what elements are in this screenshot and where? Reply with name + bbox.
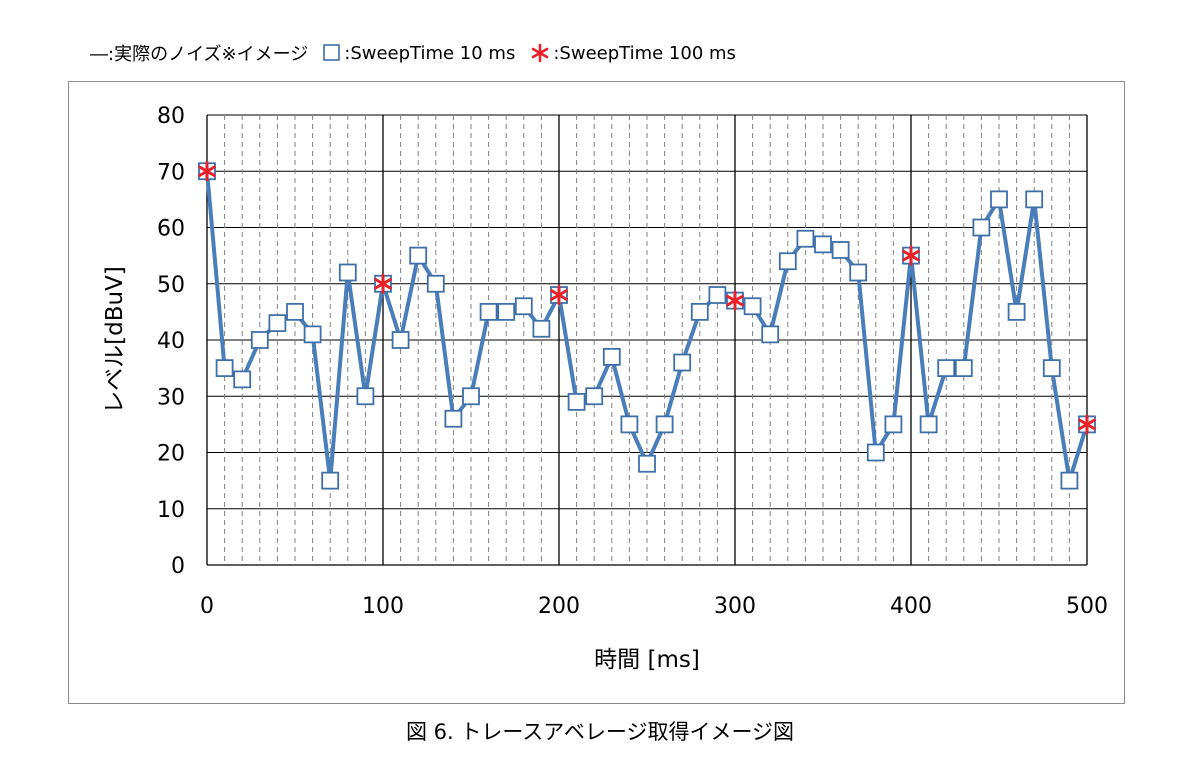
y-tick-label: 20 [157,442,185,467]
sweep10-marker [356,387,375,406]
sweep10-marker [620,415,639,434]
y-axis-title: レベル[dBuV] [102,266,128,414]
sweep10-marker [655,415,674,434]
sweep10-marker [303,325,322,344]
x-axis-title: 時間 [ms] [594,647,700,673]
sweep10-marker [673,353,692,372]
sweep10-marker [602,347,621,366]
sweep10-marker [954,359,973,378]
sweep100-marker [1078,414,1096,435]
chart-frame [68,81,1125,704]
y-tick-label: 40 [157,329,185,354]
sweep10-marker [708,286,727,304]
axis-labels: 0 10 20 30 40 50 60 70 80 0 100 200 300 400 500 時間 [ms]… [102,104,1108,673]
asterisk-marker-icon [532,43,549,63]
y-tick-label: 70 [157,160,185,185]
sweep10-marker [690,302,709,321]
x-tick-label: 500 [1066,594,1108,619]
sweep10-marker [937,359,956,378]
y-tick-label: 80 [157,104,185,129]
sweep10-marker [814,235,832,254]
x-tick-label: 300 [714,594,756,619]
sweep10-marker [215,359,234,378]
sweep10-marker [585,387,604,406]
sweep10-marker [972,218,991,237]
y-tick-label: 30 [157,385,185,410]
x-tick-label: 0 [200,594,214,619]
sweep10-marker [796,229,815,248]
sweep10-marker [426,274,445,293]
legend-label-sweep100: :SweepTime 100 ms [553,42,736,64]
sweep10-marker [638,454,656,473]
sweep10-marker [391,331,410,349]
sweep10-marker [778,252,797,271]
sweep10-marker [286,302,304,321]
y-tick-label: 50 [157,273,185,298]
sweep100-marker [198,161,216,182]
sweep10-marker [462,387,480,406]
sweep10-marker [1060,471,1079,490]
grid [207,114,1088,565]
sweep100-marker [726,290,744,311]
sweep10-marker [514,297,533,316]
sweep10-marker [743,297,762,316]
sweep10-marker [321,471,340,490]
sweep10-marker [919,415,938,434]
legend-label-sweep10: :SweepTime 10 ms [344,42,516,64]
x-tick-label: 200 [538,594,580,619]
sweep10-marker [761,325,780,344]
sweep10-marker [250,331,269,349]
sweep10-marker [1007,302,1026,321]
sweep10-marker [567,392,586,411]
y-tick-label: 10 [157,498,185,523]
x-tick-label: 400 [890,594,932,619]
sweep100-marker [550,285,568,305]
legend-item-noise: ―:実際のノイズ※イメージ [88,40,308,66]
series [198,161,1096,490]
sweep10-marker [990,190,1008,209]
legend: ―:実際のノイズ※イメージ :SweepTime 10 ms :SweepTim… [88,38,750,68]
sweep10-marker [831,241,850,259]
sweep10-marker [409,246,428,265]
legend-item-sweep10: :SweepTime 10 ms [322,43,515,64]
figure-caption: 図 6. トレースアベレージ取得イメージ図 [405,720,795,744]
legend-item-sweep100: :SweepTime 100 ms [529,42,736,64]
sweep10-marker [444,409,463,428]
sweep10-marker [497,302,516,321]
sweep10-marker [532,319,551,338]
x-tick-label: 100 [362,594,404,619]
y-tick-label: 60 [157,217,185,242]
sweep100-marker [374,273,392,294]
sweep10-marker [1042,359,1061,378]
sweep10-marker [338,263,357,282]
sweep10-marker [233,370,252,389]
sweep10-marker [849,263,868,282]
sweep10-marker [866,443,885,462]
sweep10-marker [268,314,287,333]
sweep10-marker [884,415,903,434]
sweep10-marker [1025,190,1044,209]
legend-label-noise: ―:実際のノイズ※イメージ [90,44,309,65]
sweep100-marker [902,245,920,266]
square-marker-icon [323,44,341,61]
y-tick-label: 0 [171,554,185,579]
sweep10-marker [479,302,498,321]
